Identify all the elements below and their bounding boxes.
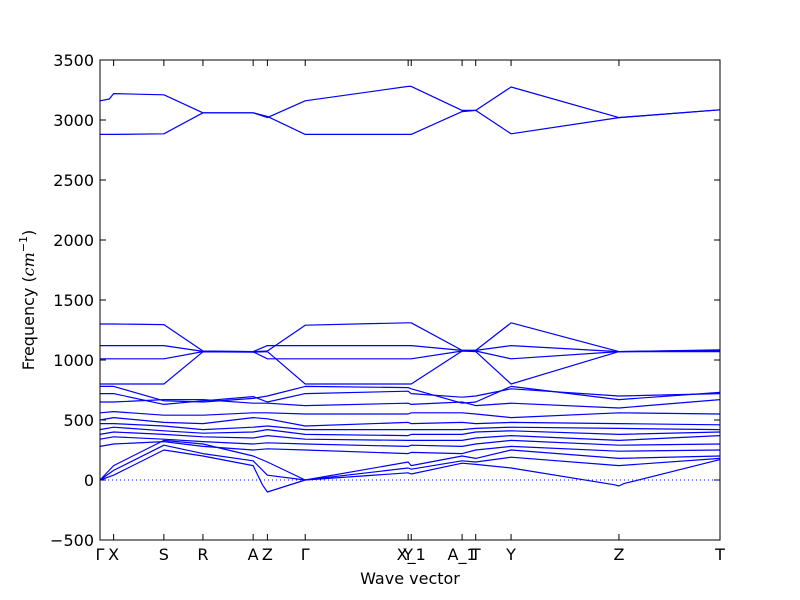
y-axis-label-exponent: −1 [17,236,30,252]
y-axis-ticks: −500 0 500 1000 1500 2000 2500 3000 3500 [50,51,720,550]
band-line-4 [100,345,721,353]
y-axis-label: Frequency (cm−1) [17,230,38,371]
y-tick-label: 3000 [53,111,94,130]
band-line-5 [100,350,721,360]
band-line-8 [100,388,721,405]
y-tick-label: 0 [84,471,94,490]
band-line-1 [99,85,721,119]
x-tick-label: T [470,545,481,564]
x-tick-label: Γ [301,545,310,564]
y-tick-label: 2500 [53,171,94,190]
band-line-9 [100,399,721,409]
band-line-6 [100,350,720,385]
band-line-2 [100,109,721,135]
band-line-15 [99,436,721,447]
y-axis-label-text: Frequency ( [19,276,38,370]
x-axis-label: Wave vector [360,569,460,588]
band-line-11 [99,417,721,427]
band-line-14 [99,431,721,441]
y-tick-label: 1500 [53,291,94,310]
y-tick-label: 3500 [53,51,94,70]
y-tick-label: −500 [50,531,94,550]
band-line-16 [99,441,721,455]
series-group [99,85,721,493]
x-tick-label: X_1 [397,545,426,565]
band-line-13 [99,426,721,437]
band-line-19 [99,449,721,493]
x-tick-label: A_1 [448,545,477,565]
band-line-3 [100,322,721,353]
band-line-7 [100,385,721,404]
y-axis-label-unit: cm [19,252,38,276]
band-line-18 [99,444,721,481]
x-tick-label: S [159,545,169,564]
y-tick-label: 500 [63,411,94,430]
y-axis-label-close: ) [19,230,38,236]
x-tick-label: T [714,545,725,564]
y-tick-label: 2000 [53,231,94,250]
x-tick-label: Y [505,545,516,564]
x-tick-label: Y [402,545,413,564]
x-axis-ticks: Γ X S R A Z Γ YX_1 A_1T Y Z T [96,60,725,565]
x-tick-label: Z [262,545,273,564]
y-tick-label: 1000 [53,351,94,370]
band-line-10 [99,411,721,419]
x-tick-label: A [248,545,259,564]
x-tick-label: R [197,545,208,564]
band-line-12 [100,423,721,431]
x-tick-label: Γ [96,545,105,564]
plot-frame [99,59,721,541]
x-tick-label: Z [613,545,624,564]
x-tick-label: X [108,545,119,564]
band-line-17 [99,439,721,481]
